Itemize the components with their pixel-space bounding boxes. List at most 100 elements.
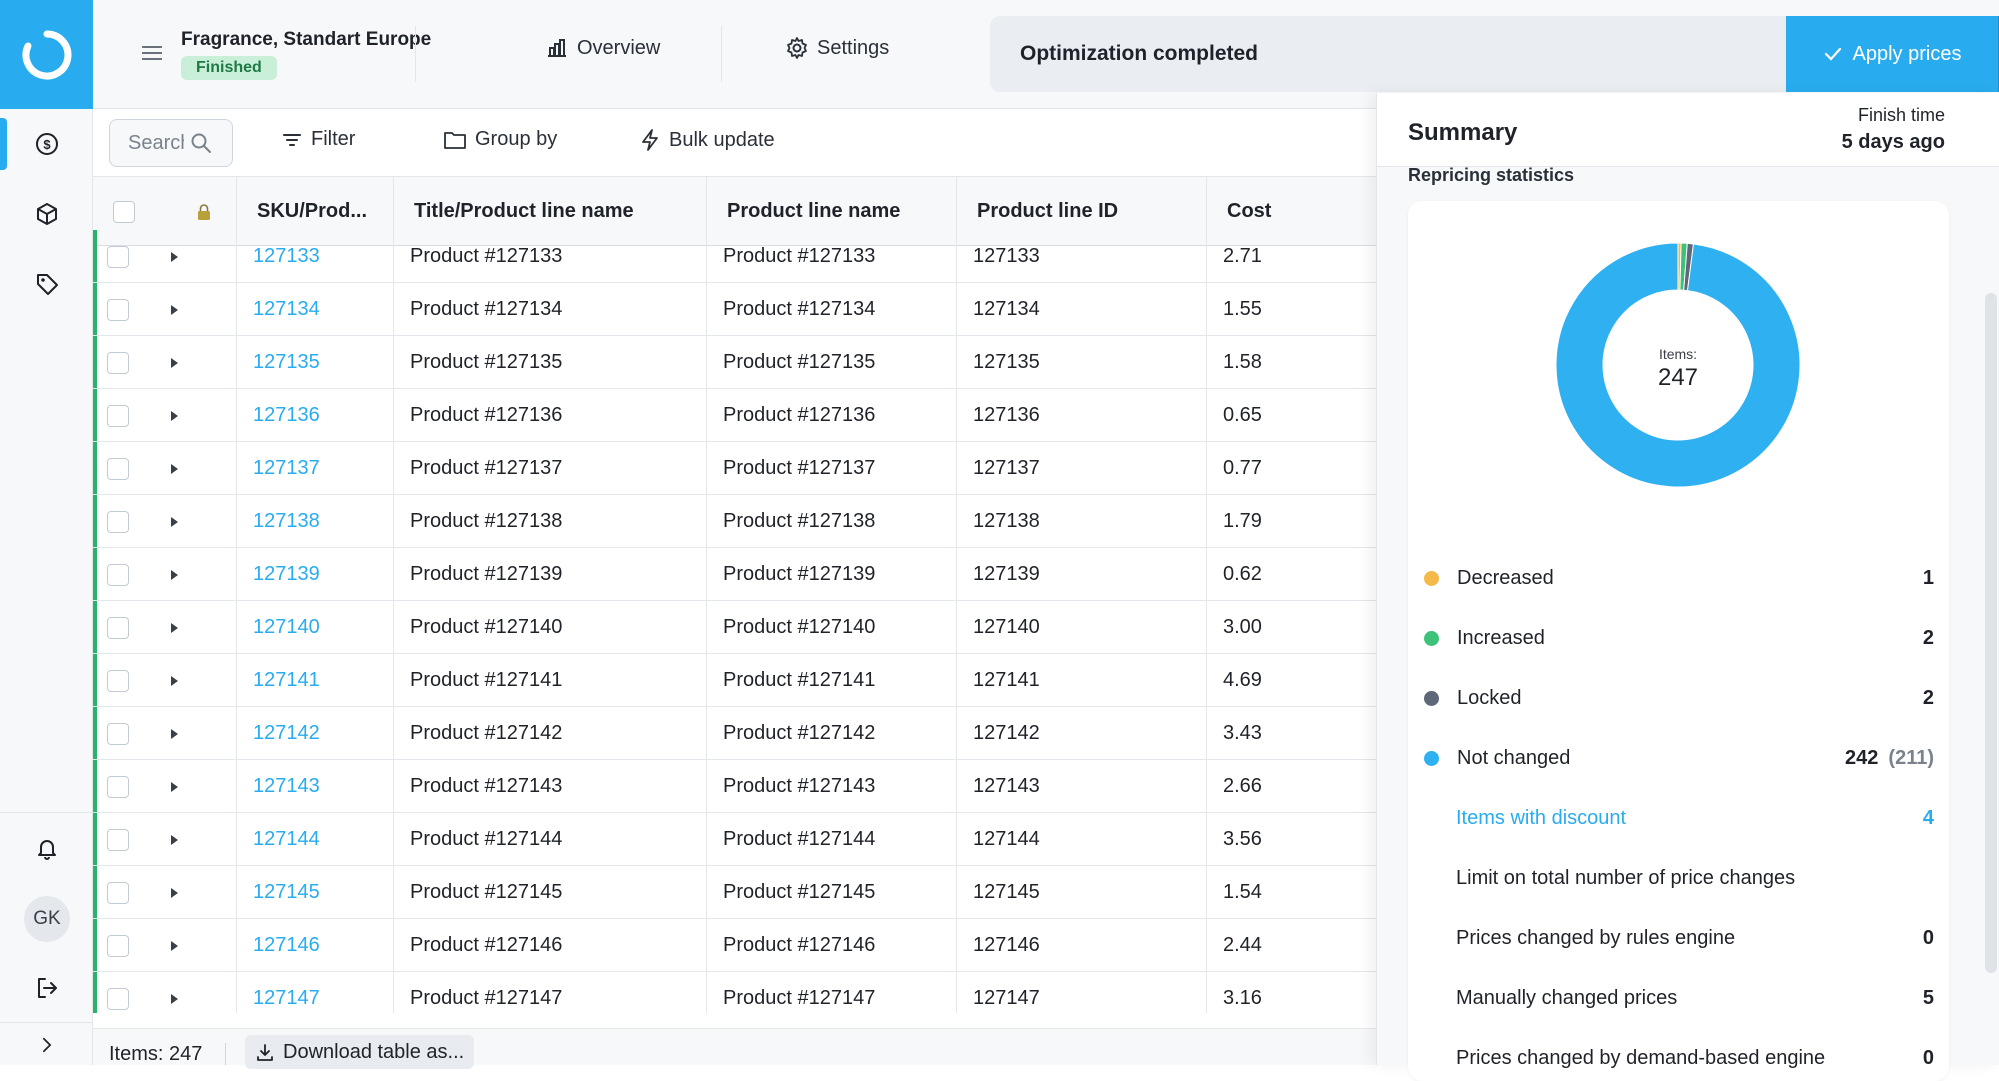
table-row[interactable]: 127142 Product #127142 Product #127142 1271… bbox=[93, 707, 1376, 760]
sku-cell: 127142 bbox=[237, 707, 394, 760]
row-checkbox[interactable] bbox=[107, 881, 129, 904]
table-row[interactable]: 127144 Product #127144 Product #127144 1271… bbox=[93, 813, 1376, 866]
sku-link[interactable]: 127135 bbox=[253, 351, 320, 373]
table-footer: Items: 247 Download table as... bbox=[93, 1028, 1376, 1069]
column-header-line-name[interactable]: Product line name bbox=[707, 177, 957, 246]
table-row[interactable]: 127147 Product #127147 Product #127147 1271… bbox=[93, 972, 1376, 1013]
tab-settings[interactable]: Settings bbox=[785, 36, 889, 60]
table-row[interactable]: 127140 Product #127140 Product #127140 1271… bbox=[93, 601, 1376, 654]
summary-scrollbar[interactable] bbox=[1985, 293, 1997, 973]
expand-sidebar-button[interactable] bbox=[0, 1025, 93, 1065]
column-header-sku[interactable]: SKU/Prod... bbox=[237, 177, 394, 246]
row-checkbox[interactable] bbox=[107, 245, 129, 268]
line-id-cell: 127135 bbox=[957, 336, 1207, 389]
sidebar-item-products[interactable] bbox=[0, 184, 93, 244]
table-row[interactable]: 127133 Product #127133 Product #127133 1271… bbox=[93, 230, 1376, 283]
row-checkbox[interactable] bbox=[107, 775, 129, 798]
filter-button[interactable]: Filter bbox=[281, 128, 355, 151]
app-logo[interactable] bbox=[0, 0, 93, 109]
sku-link[interactable]: 127145 bbox=[253, 881, 320, 903]
avatar[interactable]: GK bbox=[24, 896, 70, 942]
stat-locked[interactable]: Locked 2 bbox=[1424, 683, 1934, 713]
table-row[interactable]: 127135 Product #127135 Product #127135 1271… bbox=[93, 336, 1376, 389]
cost-cell: 1.79 bbox=[1223, 510, 1262, 532]
expand-row-icon[interactable] bbox=[171, 463, 178, 474]
stat-decreased[interactable]: Decreased 1 bbox=[1424, 563, 1934, 593]
row-checkbox[interactable] bbox=[107, 722, 129, 745]
stat-increased[interactable]: Increased 2 bbox=[1424, 623, 1934, 653]
table-row[interactable]: 127146 Product #127146 Product #127146 1271… bbox=[93, 919, 1376, 972]
row-checkbox[interactable] bbox=[107, 298, 129, 321]
expand-row-icon[interactable] bbox=[171, 728, 178, 739]
tab-overview[interactable]: Overview bbox=[545, 36, 660, 60]
sku-link[interactable]: 127139 bbox=[253, 563, 320, 585]
expand-row-icon[interactable] bbox=[171, 357, 178, 368]
row-checkbox[interactable] bbox=[107, 669, 129, 692]
expand-row-icon[interactable] bbox=[171, 569, 178, 580]
row-checkbox[interactable] bbox=[107, 987, 129, 1010]
bulk-update-button[interactable]: Bulk update bbox=[639, 128, 775, 152]
download-table-button[interactable]: Download table as... bbox=[245, 1035, 475, 1069]
expand-row-icon[interactable] bbox=[171, 304, 178, 315]
table-row[interactable]: 127143 Product #127143 Product #127143 1271… bbox=[93, 760, 1376, 813]
notifications-button[interactable] bbox=[0, 818, 93, 878]
table-row[interactable]: 127138 Product #127138 Product #127138 1271… bbox=[93, 495, 1376, 548]
sku-link[interactable]: 127147 bbox=[253, 987, 320, 1009]
expand-row-icon[interactable] bbox=[171, 675, 178, 686]
column-header-line-id[interactable]: Product line ID bbox=[957, 177, 1207, 246]
expand-row-icon[interactable] bbox=[171, 834, 178, 845]
column-header-title[interactable]: Title/Product line name bbox=[394, 177, 707, 246]
row-checkbox[interactable] bbox=[107, 563, 129, 586]
row-checkbox[interactable] bbox=[107, 457, 129, 480]
row-checkbox[interactable] bbox=[107, 616, 129, 639]
expand-row-icon[interactable] bbox=[171, 622, 178, 633]
expand-row-icon[interactable] bbox=[171, 516, 178, 527]
select-all-checkbox[interactable] bbox=[113, 200, 135, 223]
menu-icon[interactable] bbox=[139, 40, 165, 66]
sku-link[interactable]: 127136 bbox=[253, 404, 320, 426]
title-cell: Product #127138 bbox=[394, 495, 707, 548]
row-checkbox[interactable] bbox=[107, 828, 129, 851]
logout-button[interactable] bbox=[0, 958, 93, 1018]
row-checkbox[interactable] bbox=[107, 510, 129, 533]
items-with-discount-link[interactable]: Items with discount 4 bbox=[1456, 803, 1934, 833]
table-row[interactable]: 127136 Product #127136 Product #127136 1271… bbox=[93, 389, 1376, 442]
row-checkbox[interactable] bbox=[107, 404, 129, 427]
stat-not-changed[interactable]: Not changed 242 (211) bbox=[1424, 743, 1934, 773]
table-row[interactable]: 127139 Product #127139 Product #127139 1271… bbox=[93, 548, 1376, 601]
sku-link[interactable]: 127137 bbox=[253, 457, 320, 479]
expand-row-icon[interactable] bbox=[171, 251, 178, 262]
apply-prices-button[interactable]: Apply prices bbox=[1786, 16, 1998, 92]
expand-row-icon[interactable] bbox=[171, 993, 178, 1004]
sku-link[interactable]: 127141 bbox=[253, 669, 320, 691]
table-row[interactable]: 127134 Product #127134 Product #127134 1271… bbox=[93, 283, 1376, 336]
row-checkbox[interactable] bbox=[107, 934, 129, 957]
line-id-cell: 127136 bbox=[957, 389, 1207, 442]
sku-link[interactable]: 127140 bbox=[253, 616, 320, 638]
row-expand-cell bbox=[171, 442, 237, 495]
table-row[interactable]: 127137 Product #127137 Product #127137 1271… bbox=[93, 442, 1376, 495]
table-row[interactable]: 127141 Product #127141 Product #127141 1271… bbox=[93, 654, 1376, 707]
sku-link[interactable]: 127138 bbox=[253, 510, 320, 532]
sidebar-item-tags[interactable] bbox=[0, 254, 93, 314]
search-input[interactable] bbox=[128, 131, 184, 155]
row-checkbox[interactable] bbox=[107, 351, 129, 374]
column-header-cost[interactable]: Cost bbox=[1227, 200, 1272, 222]
table-row[interactable]: 127145 Product #127145 Product #127145 1271… bbox=[93, 866, 1376, 919]
top-bar: Fragrance, Standart Europe Finished Over… bbox=[93, 0, 1999, 109]
sku-link[interactable]: 127143 bbox=[253, 775, 320, 797]
sku-link[interactable]: 127134 bbox=[253, 298, 320, 320]
expand-row-icon[interactable] bbox=[171, 781, 178, 792]
search-field[interactable] bbox=[109, 119, 233, 167]
expand-row-icon[interactable] bbox=[171, 410, 178, 421]
sku-link[interactable]: 127142 bbox=[253, 722, 320, 744]
tab-divider bbox=[721, 26, 722, 82]
sku-link[interactable]: 127146 bbox=[253, 934, 320, 956]
sku-link[interactable]: 127133 bbox=[253, 245, 320, 267]
group-by-button[interactable]: Group by bbox=[443, 128, 557, 151]
sidebar-item-pricing[interactable]: $ bbox=[0, 114, 93, 174]
expand-row-icon[interactable] bbox=[171, 887, 178, 898]
expand-row-icon[interactable] bbox=[171, 940, 178, 951]
sku-cell: 127133 bbox=[237, 230, 394, 283]
sku-link[interactable]: 127144 bbox=[253, 828, 320, 850]
